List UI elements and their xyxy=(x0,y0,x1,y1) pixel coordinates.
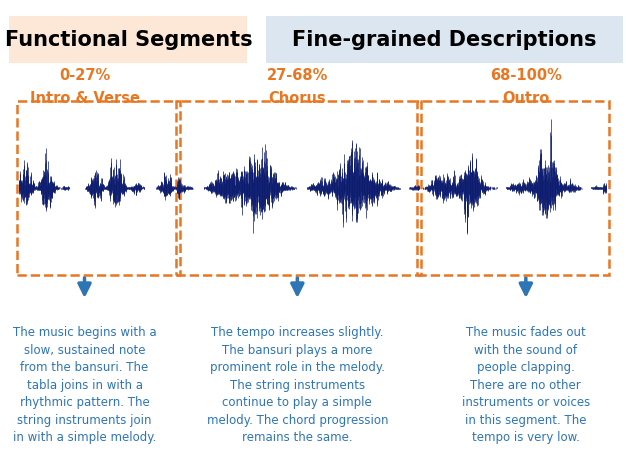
Text: 27-68%: 27-68% xyxy=(267,68,328,83)
Text: Fine-grained Descriptions: Fine-grained Descriptions xyxy=(292,30,597,50)
Text: Intro & Verse: Intro & Verse xyxy=(29,91,140,106)
FancyBboxPatch shape xyxy=(266,16,623,63)
Text: The music fades out
with the sound of
people clapping.
There are no other
instru: The music fades out with the sound of pe… xyxy=(462,326,590,445)
Text: The music begins with a
slow, sustained note
from the bansuri. The
tabla joins i: The music begins with a slow, sustained … xyxy=(13,326,157,445)
Text: 68-100%: 68-100% xyxy=(490,68,562,83)
Text: Outro: Outro xyxy=(502,91,550,106)
Text: Functional Segments: Functional Segments xyxy=(4,30,252,50)
FancyBboxPatch shape xyxy=(9,16,247,63)
Text: Chorus: Chorus xyxy=(269,91,326,106)
Text: 0-27%: 0-27% xyxy=(59,68,110,83)
Text: The tempo increases slightly.
The bansuri plays a more
prominent role in the mel: The tempo increases slightly. The bansur… xyxy=(207,326,388,445)
